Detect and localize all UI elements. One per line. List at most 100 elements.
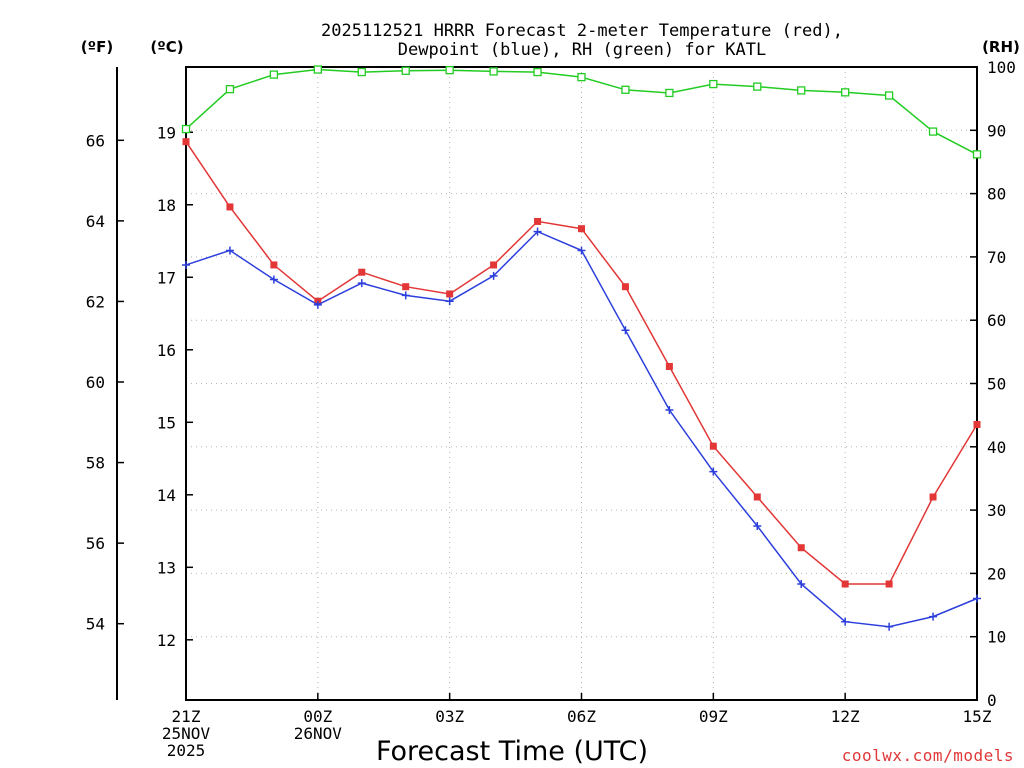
fahrenheit-tick-label: 66 xyxy=(86,131,105,150)
celsius-tick-label: 16 xyxy=(157,341,176,360)
time-tick-label: 26NOV xyxy=(294,724,343,743)
temperature-point xyxy=(578,225,585,233)
time-tick-label: 25NOV xyxy=(162,724,211,743)
celsius-tick-label: 19 xyxy=(157,123,176,142)
rh-point xyxy=(489,67,498,76)
celsius-tick-label: 15 xyxy=(157,413,176,432)
time-tick-label: 21Z xyxy=(172,707,201,726)
dewpoint-point xyxy=(929,612,938,621)
temperature-point xyxy=(446,290,454,298)
rh-point xyxy=(665,88,674,98)
axes xyxy=(116,66,978,701)
rh-point xyxy=(401,66,410,75)
rh-tick-label: 100 xyxy=(987,58,1016,77)
rh-point xyxy=(797,86,806,95)
rh-tick-label: 30 xyxy=(987,501,1006,520)
temperature-point xyxy=(753,493,761,501)
credit-text: coolwx.com/models xyxy=(842,746,1014,765)
rh-tick-label: 0 xyxy=(987,691,997,710)
dewpoint-point xyxy=(357,279,366,288)
time-tick-label: 06Z xyxy=(567,707,596,726)
celsius-tick-label: 18 xyxy=(157,196,176,215)
dewpoint-point xyxy=(797,579,806,588)
rh-tick-label: 20 xyxy=(987,564,1006,583)
fahrenheit-tick-label: 54 xyxy=(86,615,105,634)
temperature-point xyxy=(402,283,410,291)
fahrenheit-tick-label: 62 xyxy=(86,292,105,311)
rh-point xyxy=(621,85,630,94)
grid-lines xyxy=(186,67,977,700)
celsius-tick-label: 17 xyxy=(157,268,176,287)
temperature-point xyxy=(973,420,981,428)
celsius-tick-label: 13 xyxy=(157,558,176,577)
fahrenheit-unit-label: (ºF) xyxy=(81,38,113,56)
rh-point xyxy=(225,85,235,94)
time-tick-label: 00Z xyxy=(303,707,332,726)
rh-point xyxy=(972,150,982,159)
series-rh xyxy=(181,65,982,159)
time-tick-label: 09Z xyxy=(699,707,728,726)
dewpoint-point xyxy=(313,300,322,309)
temperature-point xyxy=(182,138,190,146)
dewpoint-point xyxy=(885,622,894,631)
rh-point xyxy=(709,79,718,89)
dewpoint-point xyxy=(841,617,850,626)
rh-tick-label: 50 xyxy=(987,375,1006,394)
dewpoint-point xyxy=(182,260,190,269)
dewpoint-point xyxy=(489,271,498,280)
time-tick-label: 2025 xyxy=(167,741,206,760)
rh-point xyxy=(753,82,762,91)
dewpoint-point xyxy=(973,594,981,603)
rh-tick-label: 80 xyxy=(987,185,1006,204)
dewpoint-point xyxy=(401,291,410,300)
rh-point xyxy=(533,67,542,77)
time-tick-label: 15Z xyxy=(963,707,992,726)
tick-labels: 12 13 14 15 16 17 18 19 54 56 58 60 62 64 66 0 10 20 30 40 5… xyxy=(86,58,1016,760)
time-tick-label: 03Z xyxy=(435,707,464,726)
series-dewpoint xyxy=(182,227,981,631)
fahrenheit-tick-label: 56 xyxy=(86,534,105,553)
rh-tick-label: 70 xyxy=(987,248,1006,267)
data-series xyxy=(181,65,982,631)
rh-point xyxy=(357,67,366,77)
chart-title-line2: Dewpoint (blue), RH (green) for KATL xyxy=(398,40,766,60)
temperature-point xyxy=(490,261,498,269)
temperature-point xyxy=(226,203,234,211)
temperature-point xyxy=(358,268,366,276)
fahrenheit-tick-label: 64 xyxy=(86,212,105,231)
temperature-point xyxy=(885,580,893,588)
dewpoint-point xyxy=(577,246,586,255)
celsius-unit-label: (ºC) xyxy=(150,38,183,56)
rh-point xyxy=(445,66,454,75)
rh-point xyxy=(181,124,191,134)
fahrenheit-tick-label: 58 xyxy=(86,454,105,473)
celsius-tick-label: 12 xyxy=(157,631,176,650)
dewpoint-point xyxy=(225,246,234,255)
temperature-point xyxy=(270,261,278,269)
dewpoint-point xyxy=(269,275,278,284)
dewpoint-point xyxy=(621,326,630,335)
rh-point xyxy=(841,88,850,97)
x-axis-label: Forecast Time (UTC) xyxy=(376,736,648,767)
temperature-point xyxy=(665,362,673,370)
chart-title-line1: 2025112521 HRRR Forecast 2-meter Tempera… xyxy=(321,21,843,41)
temperature-point xyxy=(929,493,937,501)
rh-point xyxy=(269,70,279,79)
temperature-point xyxy=(621,283,629,291)
dewpoint-point xyxy=(709,467,718,476)
temperature-point xyxy=(709,442,717,450)
temperature-point xyxy=(797,544,805,552)
dewpoint-point xyxy=(445,297,454,306)
time-tick-label: 12Z xyxy=(831,707,860,726)
rh-tick-label: 40 xyxy=(987,438,1006,457)
rh-unit-label: (RH) xyxy=(982,38,1020,56)
fahrenheit-tick-label: 60 xyxy=(86,373,105,392)
dewpoint-point xyxy=(533,227,542,236)
temperature-point xyxy=(841,580,849,588)
temperature-point xyxy=(534,217,542,225)
celsius-tick-label: 14 xyxy=(157,486,176,505)
rh-tick-label: 10 xyxy=(987,628,1006,647)
rh-point xyxy=(884,91,894,100)
rh-point xyxy=(577,72,586,82)
